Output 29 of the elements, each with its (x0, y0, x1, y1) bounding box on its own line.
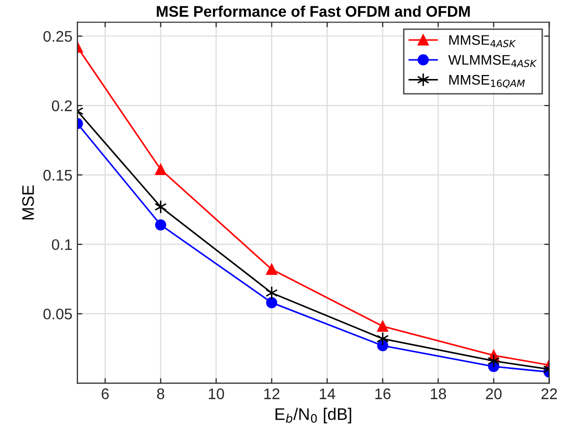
point (266, 264, 278, 275)
x-axis-title: E$_{b}$/N$_{0}$ [dB] (276, 408, 352, 424)
y-tick-label: 0.15 (43, 170, 72, 181)
y-tick-label: 0.25 (43, 31, 72, 42)
legend-label: MMSE$_{16QAM}$ (449, 74, 525, 88)
chart-title: MSE Performance of Fast OFDM and OFDM (156, 6, 470, 17)
point (266, 286, 278, 300)
point (155, 219, 166, 230)
legend-label: MMSE$_{4ASK}$ (449, 35, 516, 48)
point (377, 320, 388, 332)
x-tick-label: 20 (486, 388, 502, 400)
y-tick-label: 0.05 (43, 308, 72, 320)
point (155, 164, 166, 175)
point (376, 332, 389, 346)
x-tick-label: 22 (541, 388, 557, 400)
x-tick-label: 16 (375, 388, 390, 400)
y-axis-title: MSE (22, 185, 34, 220)
y-tick-label: 0.2 (52, 100, 72, 112)
point (266, 297, 278, 308)
legend-label: WLMMSE$_{4ASK}$ (448, 54, 537, 68)
point (154, 200, 167, 214)
x-tick-label: 12 (264, 388, 280, 400)
y-tick-label: 0.1 (52, 239, 72, 250)
point (377, 340, 388, 352)
x-tick-label: 14 (320, 388, 336, 400)
x-tick-label: 6 (102, 388, 109, 400)
x-tick-label: 8 (157, 388, 164, 400)
x-tick-label: 10 (208, 388, 224, 400)
x-tick-label: 18 (430, 388, 446, 400)
